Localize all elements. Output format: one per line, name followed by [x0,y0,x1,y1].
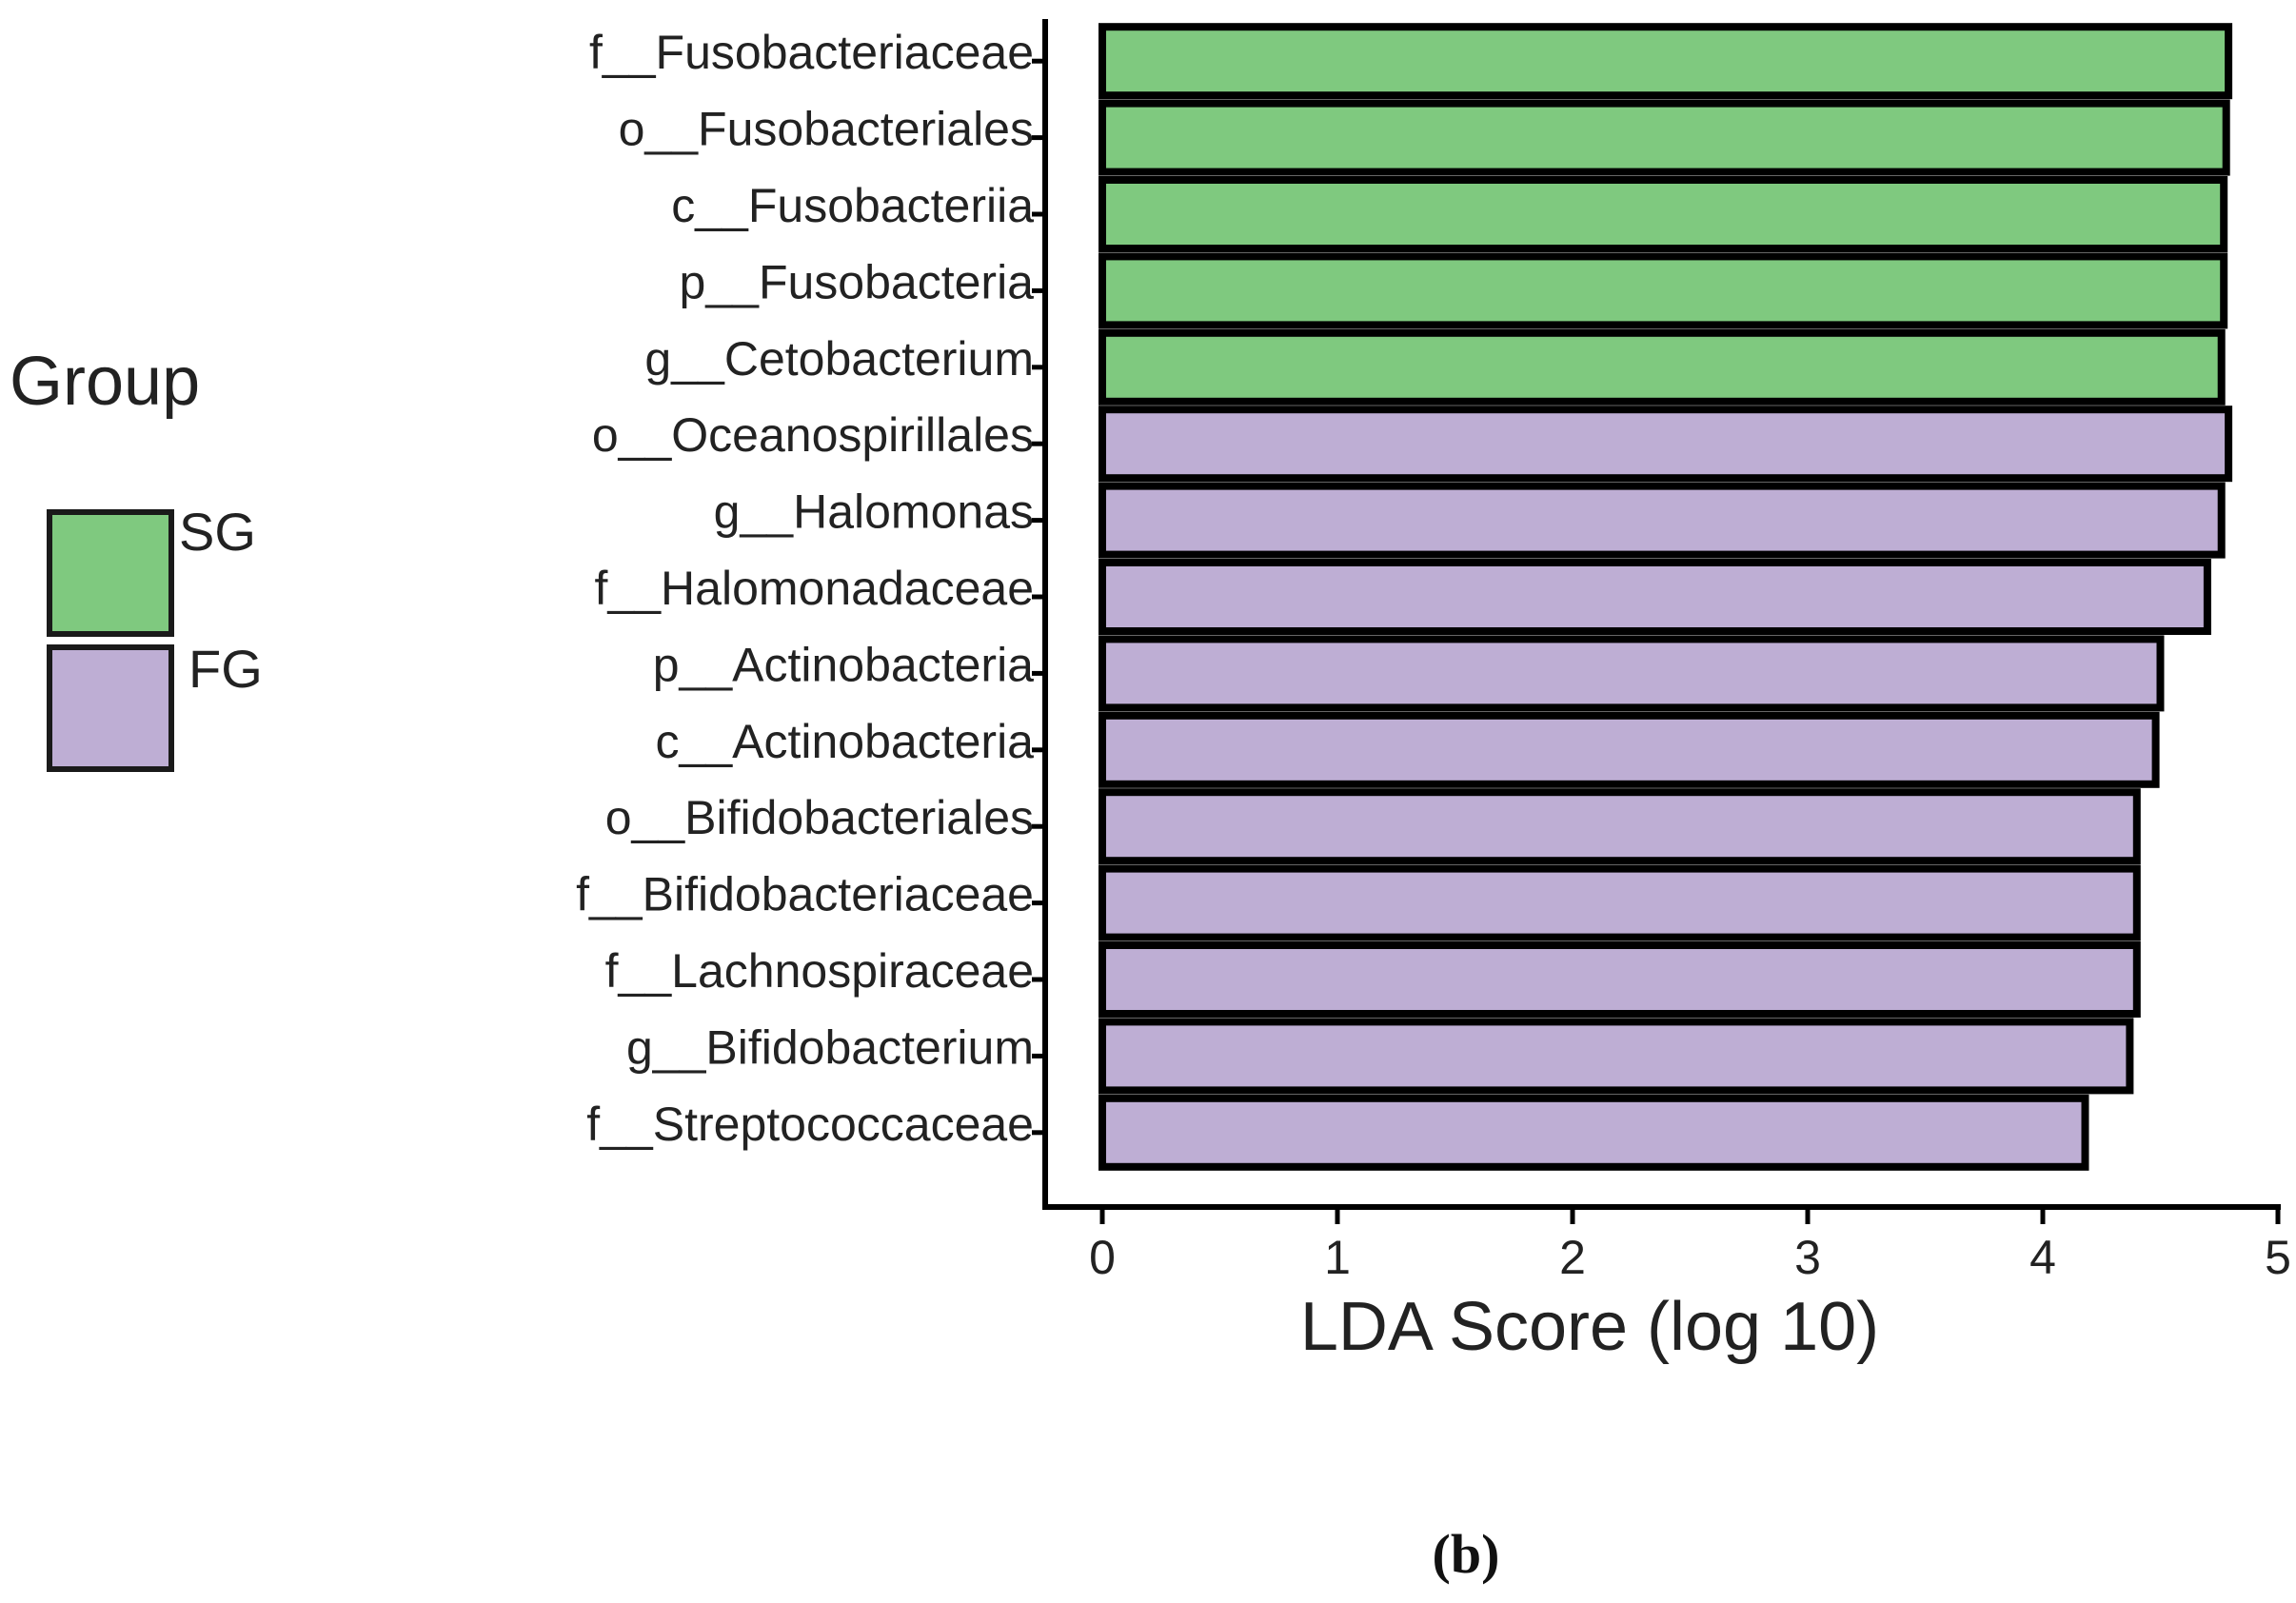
x-tick-label: 3 [1794,1231,1821,1284]
category-label-f-halomonadaceae: f__Halomonadaceae [595,562,1034,615]
category-label-f-streptococcaceae: f__Streptococcaceae [586,1098,1034,1151]
bar-o-oceanospirillales [1099,406,2233,483]
category-label-o-bifidobacteriales: o__Bifidobacteriales [605,791,1034,844]
bar-c-actinobacteria [1099,711,2160,788]
x-axis-title: LDA Score (log 10) [1300,1289,1879,1365]
bar-p-fusobacteria [1099,252,2228,329]
bar-g-cetobacterium [1099,328,2226,406]
category-label-c-actinobacteria: c__Actinobacteria [656,715,1035,768]
legend-swatch-sg [47,509,174,637]
category-label-c-fusobacteriia: c__Fusobacteriia [671,179,1034,232]
legend: Group SG FG [10,344,263,772]
legend-swatch-fg [47,644,174,772]
category-label-o-oceanospirillales: o__Oceanospirillales [592,408,1034,462]
bar-f-halomonadaceae [1099,559,2211,635]
category-label-g-halomonas: g__Halomonas [714,485,1034,539]
bar-g-bifidobacterium [1099,1018,2134,1095]
labels-layer: f__Fusobacteriaceae o__Fusobacteriales c__… [576,26,2291,1284]
bar-f-fusobacteriaceae [1099,23,2233,100]
category-label-o-fusobacteriales: o__Fusobacteriales [619,103,1034,156]
x-tick-label: 4 [2029,1231,2056,1284]
x-tick-label: 1 [1324,1231,1351,1284]
bars-layer [1099,23,2233,1171]
x-tick-label: 5 [2265,1231,2291,1284]
x-tick-label: 0 [1089,1231,1116,1284]
x-tick-label: 2 [1559,1231,1586,1284]
legend-label-fg: FG [188,639,263,699]
category-label-g-bifidobacterium: g__Bifidobacterium [626,1020,1034,1074]
category-label-f-fusobacteriaceae: f__Fusobacteriaceae [589,26,1034,79]
category-label-f-lachnospiraceae: f__Lachnospiraceae [605,944,1034,998]
category-label-p-fusobacteria: p__Fusobacteria [680,255,1035,308]
bar-f-streptococcaceae [1099,1094,2089,1171]
bar-o-bifidobacteriales [1099,788,2141,865]
axes-layer [1032,19,2281,1224]
legend-title: Group [10,344,200,420]
bar-f-bifidobacteriaceae [1099,864,2141,941]
bar-o-fusobacteriales [1099,99,2230,176]
category-label-f-bifidobacteriaceae: f__Bifidobacteriaceae [576,868,1034,921]
category-label-g-cetobacterium: g__Cetobacterium [644,332,1034,386]
bar-g-halomonas [1099,482,2226,559]
panel-label: (b) [1433,1523,1500,1585]
bar-c-fusobacteriia [1099,176,2228,252]
bar-f-lachnospiraceae [1099,941,2141,1018]
bar-p-actinobacteria [1099,635,2165,712]
legend-label-sg: SG [179,502,256,562]
category-label-p-actinobacteria: p__Actinobacteria [653,638,1034,691]
